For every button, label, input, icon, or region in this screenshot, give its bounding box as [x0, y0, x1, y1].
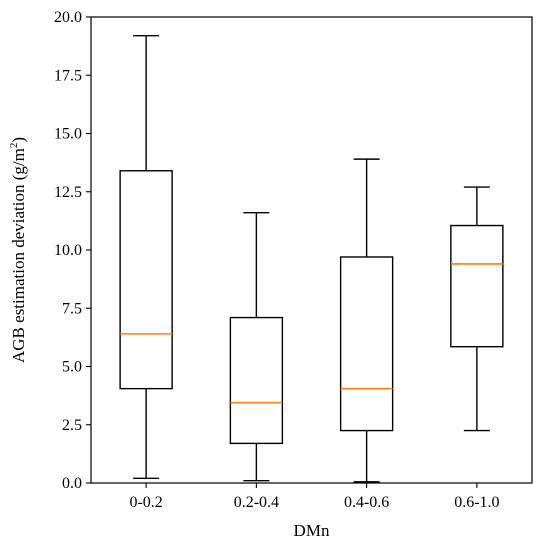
y-tick-label: 5.0: [62, 359, 82, 376]
iqr-box: [229, 316, 284, 445]
plot-frame: [90, 16, 533, 484]
y-tick-label: 2.5: [62, 417, 82, 434]
y-tick-label: 0.0: [62, 475, 82, 492]
box-0.2-0.4: [229, 212, 284, 482]
boxes: [119, 34, 504, 483]
y-tick-label: 17.5: [54, 67, 82, 84]
x-axis-label: DMn: [294, 521, 330, 540]
y-axis-label: AGB estimation deviation (g/m2): [8, 137, 28, 363]
y-axis-label-main: AGB estimation deviation (g/m: [9, 148, 28, 363]
y-axis: 0.0 2.5 5.0 7.5 10.0 12.5 15.0 17.5 20.0: [54, 9, 91, 492]
x-axis: 0-0.2 0.2-0.4 0.4-0.6 0.6-1.0: [129, 483, 500, 511]
box-0-0.2: [119, 34, 173, 480]
box-0.4-0.6: [339, 158, 394, 483]
iqr-box: [450, 224, 504, 348]
y-tick-label: 7.5: [62, 300, 82, 317]
y-axis-label-close: ): [9, 137, 28, 143]
box-0.6-1.0: [450, 186, 504, 432]
x-tick-label: 0.4-0.6: [344, 494, 389, 511]
iqr-box: [119, 170, 173, 390]
plot-area: [90, 16, 533, 484]
y-axis-label-superscript: 2: [8, 143, 20, 149]
y-tick-label: 12.5: [54, 184, 82, 201]
x-tick-label: 0.6-1.0: [454, 494, 499, 511]
x-tick-label: 0-0.2: [129, 494, 162, 511]
y-tick-label: 20.0: [54, 9, 82, 26]
x-tick-label: 0.2-0.4: [234, 494, 279, 511]
y-tick-label: 15.0: [54, 126, 82, 143]
y-tick-label: 10.0: [54, 242, 82, 259]
iqr-box: [339, 256, 394, 432]
